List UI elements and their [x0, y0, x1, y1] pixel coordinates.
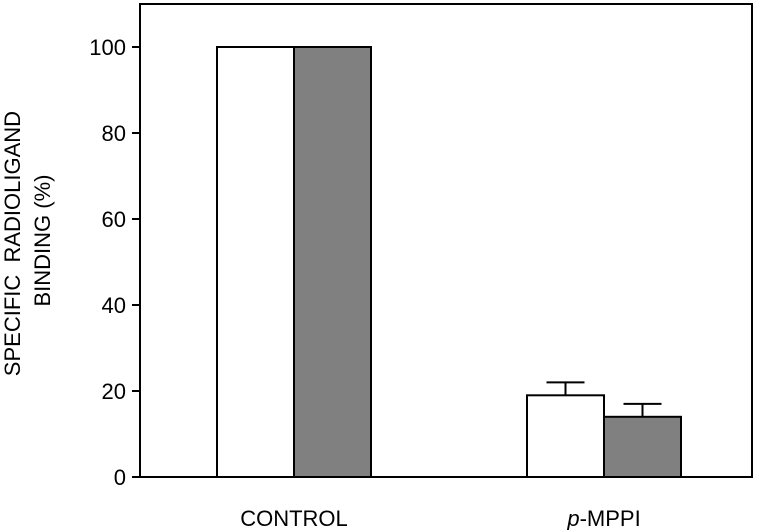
- x-category-label-p-mppi: p-MPPI: [566, 506, 640, 530]
- y-axis-title: SPECIFIC RADIOLIGAND BINDING (%): [0, 105, 55, 376]
- category-prefix: p: [566, 506, 579, 530]
- category-main: CONTROL: [240, 506, 348, 530]
- bar-p-mppi-series-2: [603, 415, 682, 478]
- y-tick-label: 100: [89, 35, 126, 60]
- y-axis-title-line-1: SPECIFIC RADIOLIGAND: [0, 111, 25, 376]
- y-tick-label: 20: [102, 379, 126, 404]
- bar-p-mppi-series-1: [526, 394, 605, 478]
- y-axis-title-line-2: BINDING (%): [30, 175, 55, 307]
- y-tick-label: 40: [102, 293, 126, 318]
- category-main: -MPPI: [580, 506, 641, 530]
- y-axis: 0 20 40 60 80 100: [89, 35, 140, 490]
- y-tick-label: 0: [114, 465, 126, 490]
- x-axis: CONTROL p-MPPI: [240, 506, 640, 530]
- error-bars-group: [546, 381, 662, 417]
- x-category-label-control: CONTROL: [240, 506, 348, 530]
- bar-control-series-2: [293, 46, 372, 478]
- bar-control-series-1: [216, 46, 295, 478]
- bars-group: [216, 46, 682, 478]
- y-tick-label: 80: [102, 121, 126, 146]
- y-tick-label: 60: [102, 207, 126, 232]
- plot-frame: [139, 3, 753, 478]
